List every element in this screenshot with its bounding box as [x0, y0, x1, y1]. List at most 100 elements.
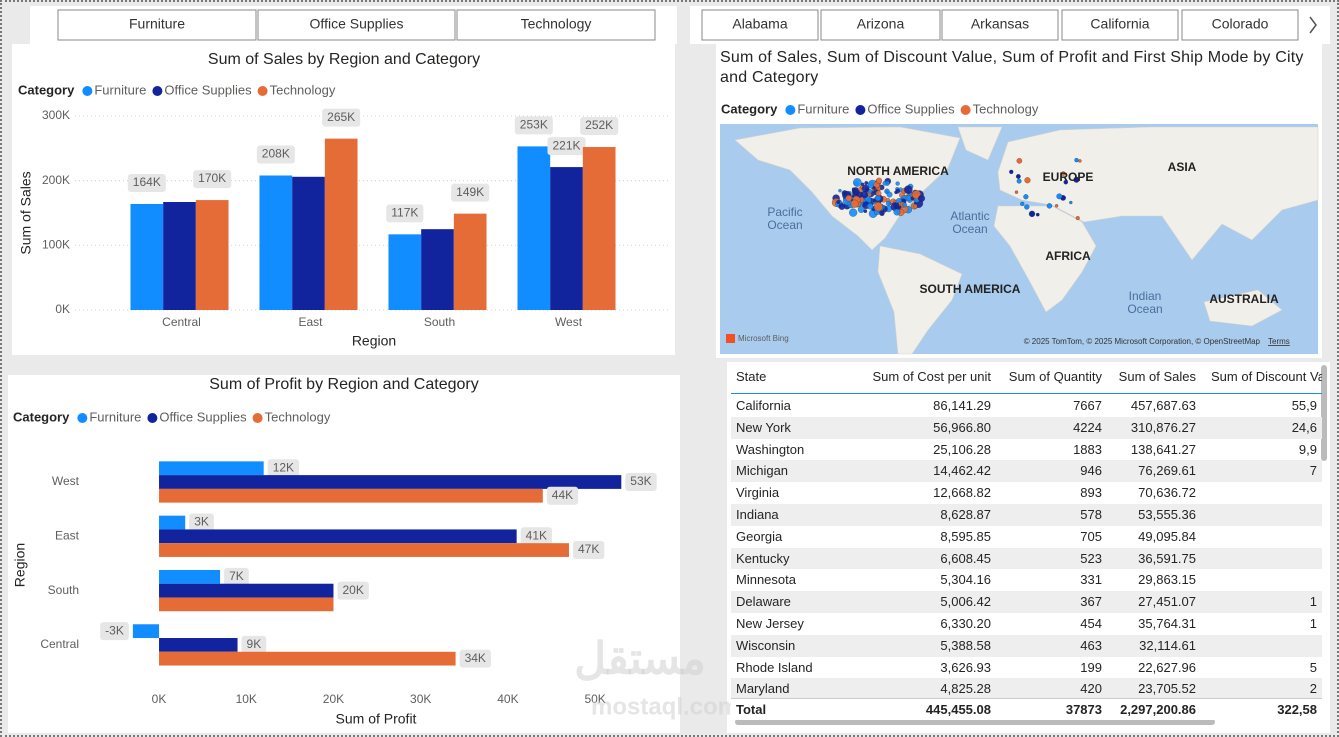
bar [159, 651, 456, 666]
data-label: 117K [391, 206, 418, 220]
slicer-button[interactable] [941, 9, 1059, 41]
x-tick-label: West [555, 315, 583, 329]
map-point [1073, 176, 1080, 183]
legend-marker [785, 105, 796, 115]
map-point [838, 188, 842, 193]
land [957, 126, 1003, 161]
data-label-box [193, 170, 232, 189]
map-label: Ocean [1127, 302, 1162, 316]
bar [159, 488, 543, 503]
table-cell: 7667 [1073, 398, 1102, 413]
horizontal-scrollbar[interactable] [735, 719, 1215, 725]
map-point [1014, 190, 1019, 194]
table-cell: 25,106.28 [933, 441, 991, 457]
table-cell: 6,330.20 [940, 616, 991, 631]
data-label-group: 34K [459, 649, 491, 668]
slicer-button[interactable] [57, 9, 257, 41]
table-row: Delaware 5,006.42 367 27,451.07 1 [731, 591, 1322, 613]
data-label-group: 41K [520, 527, 553, 546]
legend-marker [77, 413, 88, 423]
data-label: 265K [327, 110, 355, 124]
table-cell: 27,451.07 [1138, 594, 1196, 610]
table-row: Wisconsin 5,388.58 463 32,114.61 [731, 634, 1322, 657]
y-axis-title: Sum of Sales [18, 171, 34, 254]
map-point [845, 194, 853, 202]
table-row: Michigan 14,462.42 946 76,269.61 7 [731, 460, 1322, 483]
state-table: State Sum of Cost per unit Sum of Quantity… [731, 365, 1322, 720]
table-cell: 445,455.08 [925, 702, 991, 717]
map-point [1074, 157, 1079, 163]
map-point [879, 210, 885, 216]
table-row: Rhode Island 3,626.93 199 22,627.96 5 [731, 657, 1322, 679]
y-tick-label: 200K [42, 173, 70, 187]
x-tick-label: East [298, 315, 323, 329]
map-terms[interactable]: Terms [1268, 337, 1290, 346]
table-cell: 4224 [1073, 419, 1102, 435]
slicer-button[interactable] [456, 9, 656, 41]
data-label-group: 3K [189, 513, 214, 532]
table-cell: 76,269.61 [1138, 463, 1196, 479]
table-cell: 1 [1309, 616, 1317, 631]
legend-label: Technology [973, 101, 1039, 116]
map-point [873, 202, 883, 212]
map-point [864, 181, 869, 185]
table-cell: 8,628.87 [940, 507, 991, 522]
table-cell: 5,388.58 [940, 637, 991, 653]
table-cell: Sum of Cost per unit [872, 369, 992, 384]
map-point [1024, 177, 1031, 184]
table-cell: 56,966.80 [933, 419, 991, 435]
map-label: AUSTRALIA [1209, 292, 1279, 306]
table-cell: Total [736, 702, 767, 717]
map-label: ASIA [1168, 160, 1197, 174]
slicer-button[interactable] [701, 9, 819, 41]
slicer-button[interactable] [1181, 9, 1299, 41]
legend-label: Office Supplies [867, 101, 955, 116]
map-point [866, 203, 874, 210]
map-point [861, 184, 870, 193]
bar [517, 146, 551, 310]
table-row: Virginia 12,668.82 893 70,636.72 [731, 482, 1322, 504]
map[interactable]: NORTH AMERICA EUROPEASIAPacificOceanAtlan… [720, 124, 1319, 355]
slicer-label: California [1090, 16, 1149, 32]
map-point [1020, 201, 1025, 206]
table-cell: Sum of Discount Value [1211, 369, 1322, 384]
slicer-button[interactable] [257, 9, 456, 41]
slicer-button[interactable] [820, 9, 941, 41]
x-axis-title: Sum of Profit [336, 711, 417, 727]
map-label: Ocean [767, 218, 802, 232]
legend-title: Category [13, 409, 70, 424]
map-point [1054, 204, 1059, 208]
chart-title: Sum of Sales by Region and Category [208, 51, 480, 68]
data-label-box [572, 541, 605, 560]
vertical-scrollbar[interactable] [1321, 365, 1327, 461]
data-label-box [546, 486, 579, 505]
table-cell: 9,9 [1298, 441, 1317, 457]
land [1203, 289, 1283, 327]
data-label-group: -3K [100, 622, 129, 641]
table-total: Total 445,455.08 37873 2,297,200.86 322,58 [731, 698, 1322, 720]
table-cell: 3,626.93 [940, 659, 991, 675]
legend-label: Furniture [89, 409, 141, 424]
table-cell: 55,9 [1291, 398, 1317, 413]
data-label-box [547, 137, 586, 156]
slicer-label: Office Supplies [310, 16, 404, 32]
data-label-group: 170K [193, 170, 232, 189]
bar [324, 138, 358, 310]
table-cell: State [736, 369, 767, 384]
table-cell: 36,591.75 [1138, 550, 1196, 566]
data-label-box [459, 649, 491, 668]
map-point [895, 202, 900, 207]
x-axis-title: Region [352, 333, 396, 349]
x-tick-label: 20K [323, 692, 344, 706]
slicer-next-arrow[interactable] [1309, 16, 1317, 34]
slicer-button[interactable] [1061, 9, 1179, 41]
map-point [849, 208, 858, 217]
table-cell: 49,095.84 [1138, 528, 1196, 544]
map-point [1024, 204, 1030, 210]
map-label: Pacific [767, 205, 802, 219]
map-point [1063, 179, 1069, 185]
map-point [895, 181, 900, 186]
y-tick-label: West [52, 474, 80, 488]
table-cell: 5 [1309, 659, 1317, 675]
